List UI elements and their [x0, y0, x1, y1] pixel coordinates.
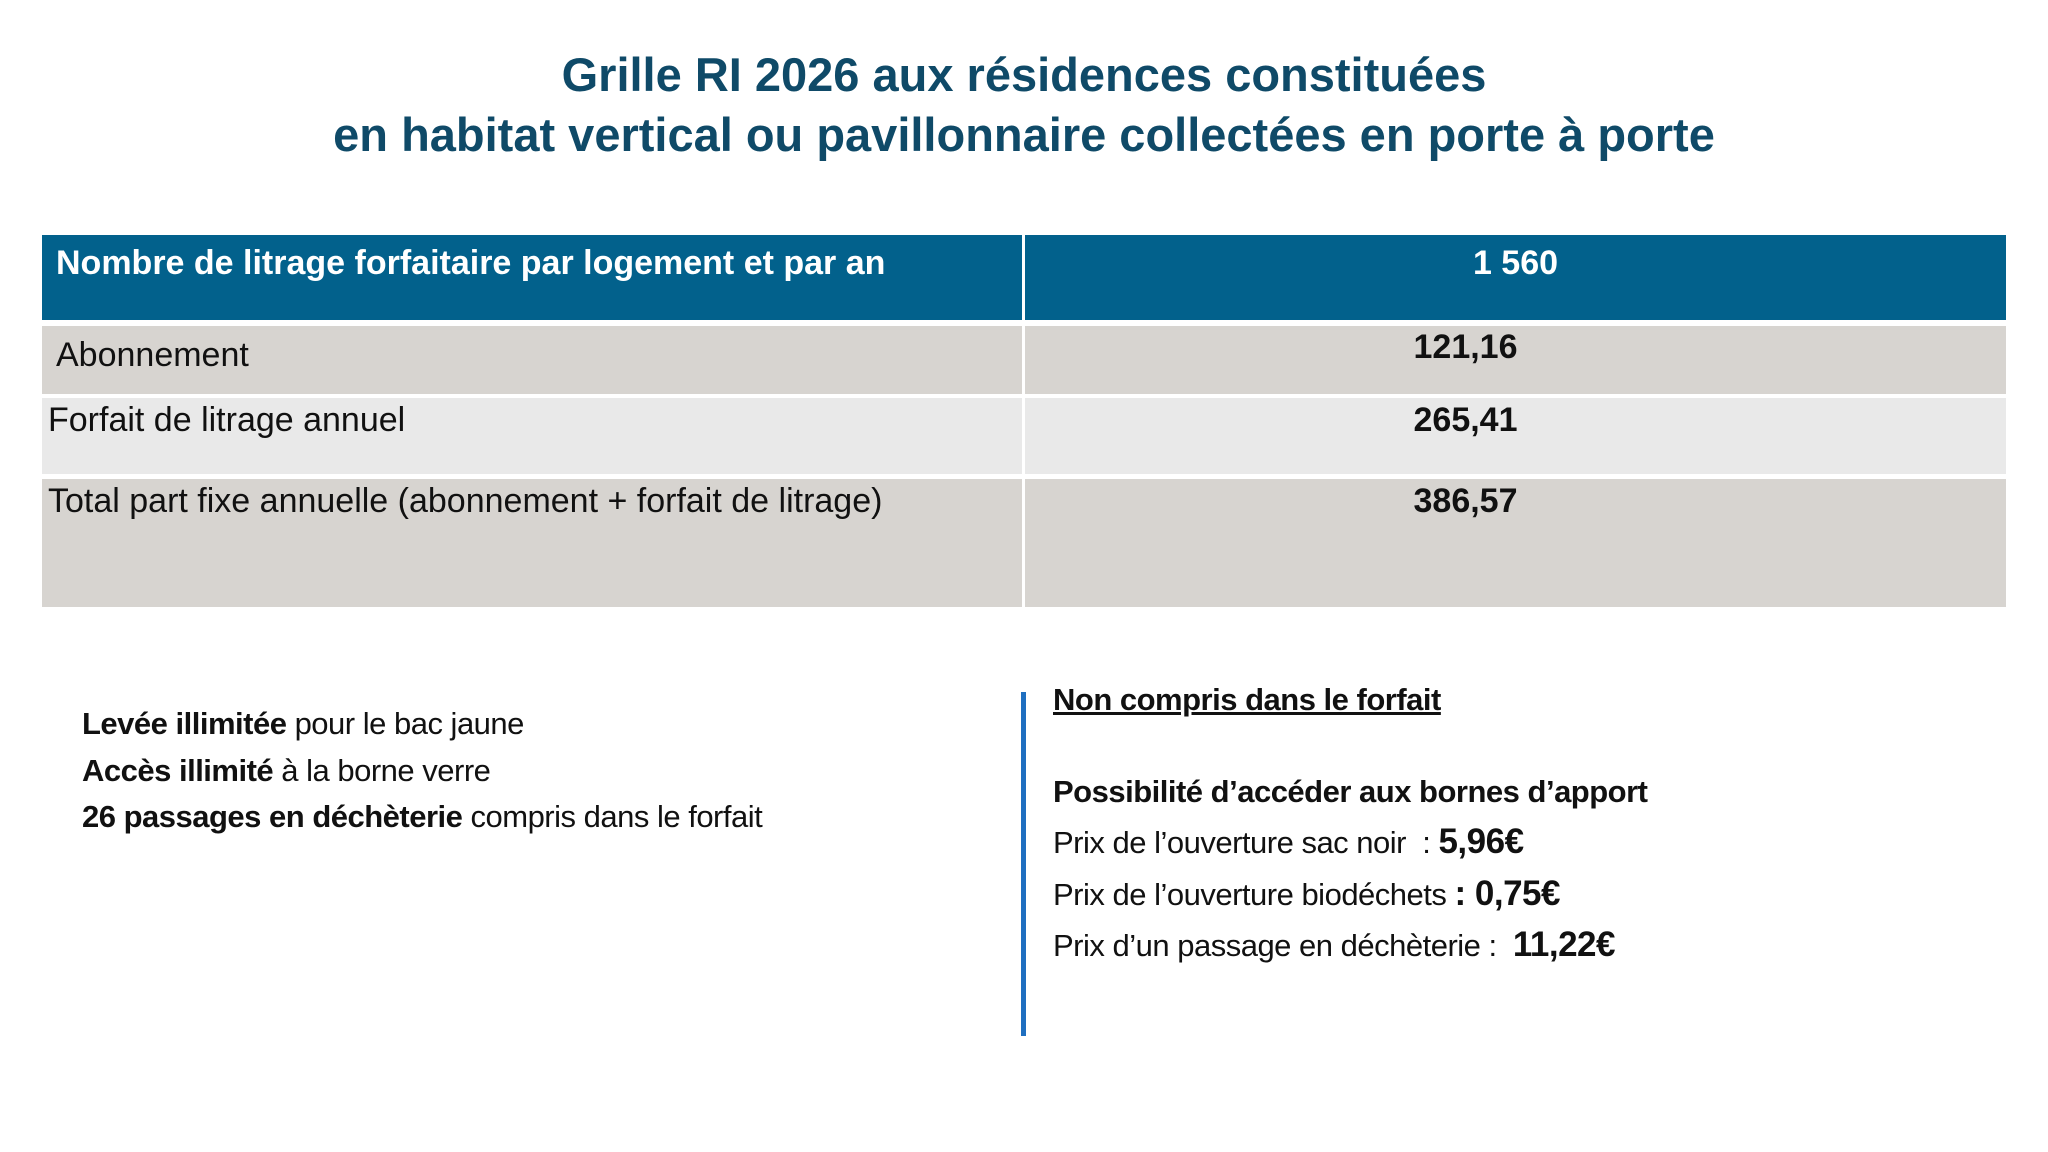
row-total-label: Total part fixe annuelle (abonnement + f…	[42, 479, 1022, 607]
included-bold: Levée illimitée	[82, 706, 287, 741]
row-forfait-label: Forfait de litrage annuel	[42, 398, 1022, 474]
not-included-subheading: Possibilité d’accéder aux bornes d’appor…	[1053, 774, 1648, 809]
price-item: Prix de l’ouverture sac noir : 5,96€	[1053, 822, 1524, 862]
price-label: Prix d’un passage en déchèterie :	[1053, 928, 1513, 963]
included-bold: 26 passages en déchèterie	[82, 799, 463, 834]
price-item: Prix d’un passage en déchèterie : 11,22€	[1053, 925, 1615, 965]
included-item: Accès illimité à la borne verre	[82, 753, 491, 789]
row-total-value: 386,57	[1025, 479, 2006, 607]
price-value: : 0,75€	[1454, 874, 1561, 913]
title-line-1: Grille RI 2026 aux résidences constituée…	[561, 48, 1487, 101]
price-value: 11,22€	[1512, 925, 1616, 964]
included-rest: pour le bac jaune	[286, 706, 525, 741]
divider-line	[1021, 692, 1026, 1036]
included-rest: à la borne verre	[273, 753, 491, 788]
price-label: Prix de l’ouverture biodéchets	[1053, 877, 1455, 912]
title-line-2: en habitat vertical ou pavillonnaire col…	[333, 108, 1715, 161]
price-value: 5,96€	[1438, 822, 1524, 861]
not-included-heading: Non compris dans le forfait	[1053, 682, 1441, 717]
row-forfait-value: 265,41	[1025, 398, 2006, 474]
included-item: 26 passages en déchèterie compris dans l…	[82, 799, 763, 835]
price-item: Prix de l’ouverture biodéchets : 0,75€	[1053, 874, 1560, 914]
included-bold: Accès illimité	[82, 753, 274, 788]
row-abonnement-label: Abonnement	[42, 326, 1022, 394]
included-item: Levée illimitée pour le bac jaune	[82, 706, 524, 742]
included-rest: compris dans le forfait	[462, 799, 763, 834]
row-abonnement-value: 121,16	[1025, 326, 2006, 394]
header-value: 1 560	[1025, 235, 2006, 320]
header-label: Nombre de litrage forfaitaire par logeme…	[42, 235, 1022, 320]
price-label: Prix de l’ouverture sac noir :	[1053, 825, 1439, 860]
